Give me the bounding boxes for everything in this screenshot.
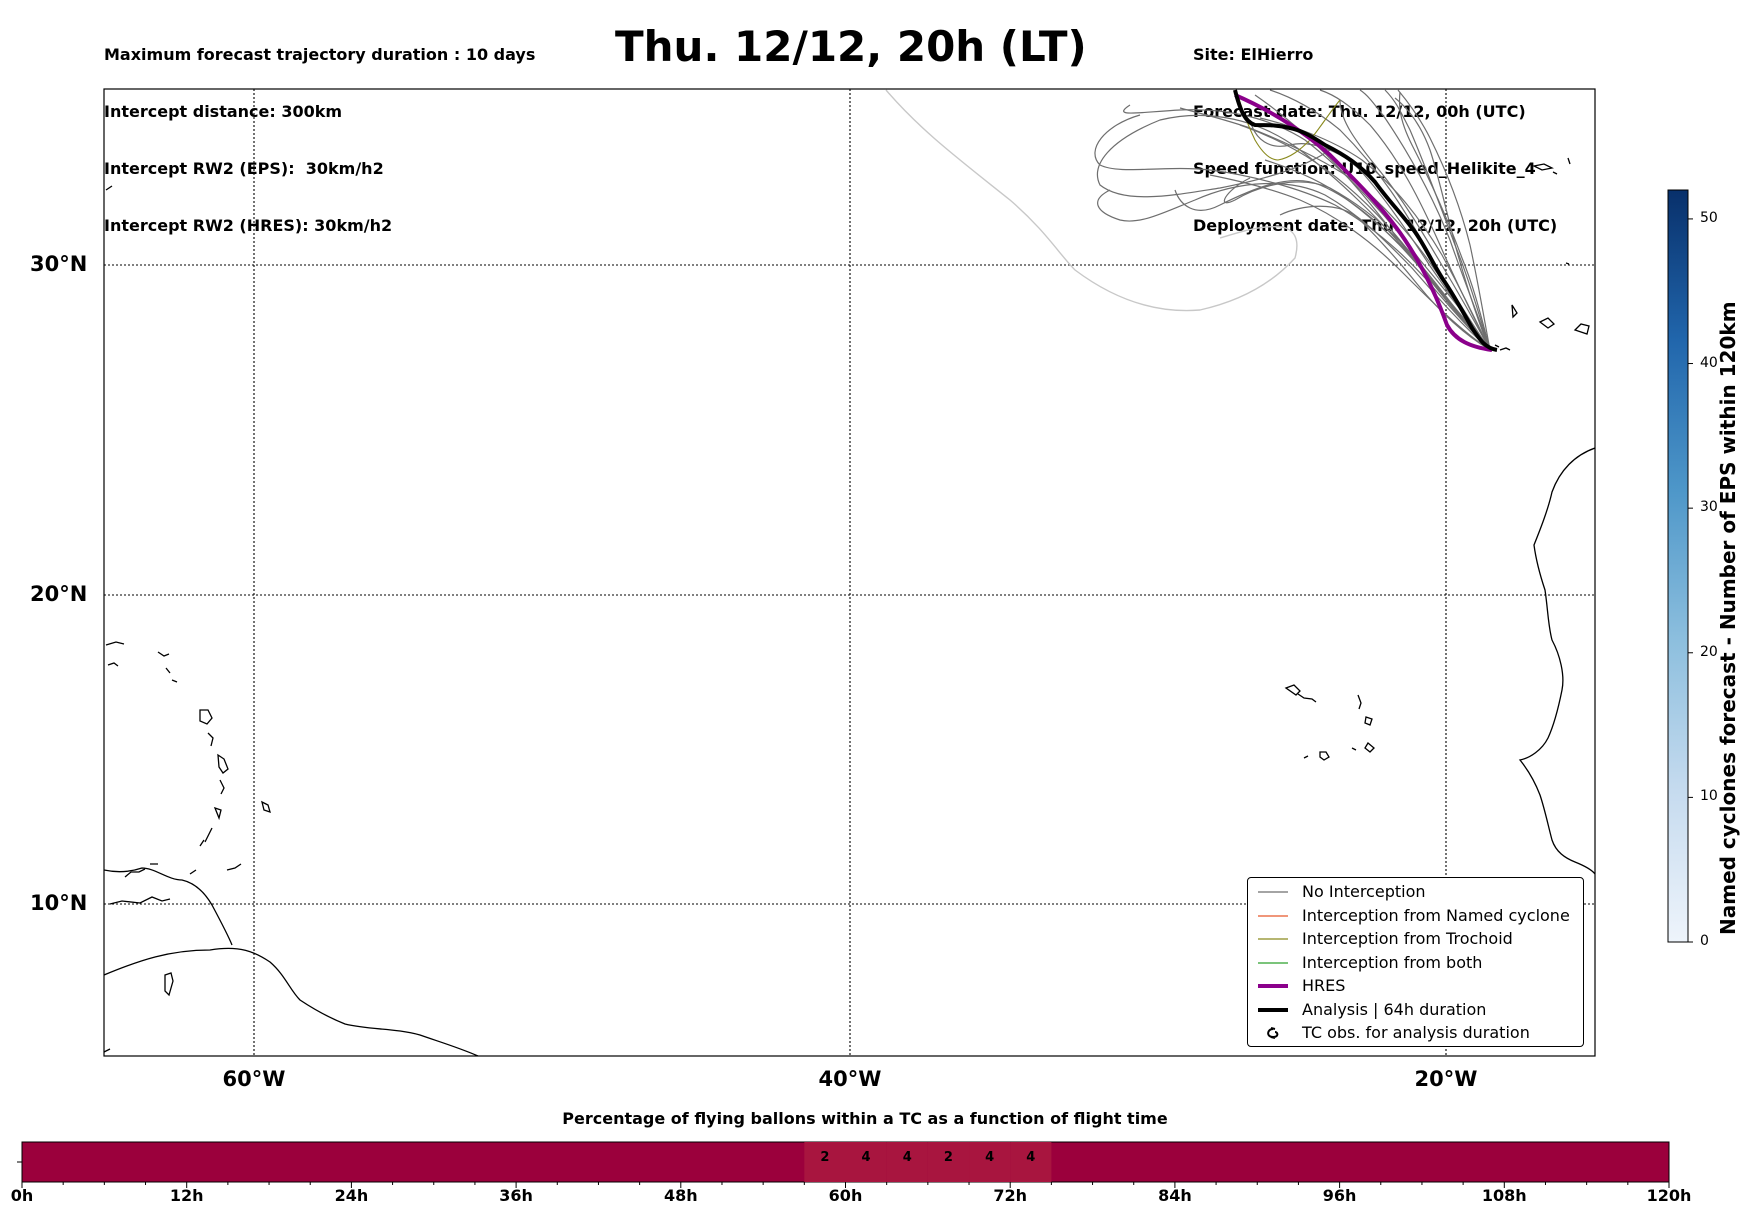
header-left-info: Maximum forecast trajectory duration : 1… <box>104 7 535 254</box>
timeline-tick-label: 12h <box>169 1186 204 1205</box>
legend-item-tc-obs: TC obs. for analysis duration <box>1254 1021 1530 1044</box>
timeline-tick-label: 120h <box>1646 1186 1692 1205</box>
timeline-tick-label: 108h <box>1481 1186 1527 1205</box>
lon-label-40w: 40°W <box>818 1067 882 1091</box>
info-line: Speed function: U10_speed_Helikite_4 <box>1193 159 1536 178</box>
info-line: Intercept RW2 (HRES): 30km/h2 <box>104 216 393 235</box>
map-legend: No Interception Interception from Named … <box>1247 877 1584 1047</box>
timeline-cell-value: 4 <box>861 1150 871 1165</box>
colorbar-tick-label: 20 <box>1700 643 1718 660</box>
timeline-cell-value: 4 <box>985 1150 995 1165</box>
legend-item-hres: HRES <box>1254 974 1345 997</box>
timeline-tick-label: 0h <box>10 1186 34 1205</box>
colorbar-label: Named cyclones forecast - Number of EPS … <box>1716 301 1740 935</box>
colorbar-tick-label: 0 <box>1700 933 1709 949</box>
legend-label: Interception from both <box>1302 952 1483 972</box>
legend-item-both: Interception from both <box>1254 951 1482 974</box>
timeline-tick-label: 84h <box>1158 1186 1192 1205</box>
colorbar-tick-label: 10 <box>1700 788 1718 805</box>
legend-label: HRES <box>1302 976 1346 995</box>
timeline-tick-label: 60h <box>828 1186 863 1205</box>
timeline-tick-label: 48h <box>663 1186 698 1205</box>
info-line: Maximum forecast trajectory duration : 1… <box>104 45 536 64</box>
timeline-title: Percentage of flying ballons within a TC… <box>562 1109 1168 1128</box>
legend-label: TC obs. for analysis duration <box>1302 1023 1530 1042</box>
info-line: Site: ElHierro <box>1193 45 1314 64</box>
legend-label: No Interception <box>1302 882 1426 901</box>
timeline-tick-label: 24h <box>334 1186 369 1205</box>
timeline-cell <box>845 1142 887 1182</box>
map-area <box>104 89 1595 1056</box>
lon-label-60w: 60°W <box>222 1067 286 1091</box>
timeline-cell <box>886 1142 928 1182</box>
colorbar <box>1667 189 1693 943</box>
legend-label: Analysis | 64h duration <box>1302 999 1487 1019</box>
timeline-cell-value: 4 <box>1026 1150 1036 1165</box>
timeline-cell-value: 2 <box>820 1150 830 1165</box>
lon-label-20w: 20°W <box>1414 1067 1478 1091</box>
timeline-cell <box>969 1142 1011 1182</box>
lat-label-20n: 20°N <box>30 582 88 606</box>
colorbar-tick-label: 40 <box>1700 354 1718 371</box>
timeline-cell-value: 2 <box>943 1150 953 1165</box>
coastlines <box>104 157 1595 1056</box>
timeline-bar <box>17 1141 1670 1188</box>
info-line: Intercept RW2 (EPS): 30km/h2 <box>104 159 384 178</box>
lat-label-30n: 30°N <box>30 252 88 276</box>
timeline-tick-label: 36h <box>499 1186 533 1205</box>
legend-label: Interception from Trochoid <box>1302 929 1513 948</box>
colorbar-tick-label: 50 <box>1700 209 1718 226</box>
legend-item-no-interception: No Interception <box>1254 880 1426 903</box>
timeline-cell <box>1010 1142 1052 1182</box>
map-title: Thu. 12/12, 20h (LT) <box>615 22 1087 71</box>
analysis-trajectory <box>1233 89 1498 352</box>
legend-item-trochoid: Interception from Trochoid <box>1254 927 1513 950</box>
timeline-cell <box>927 1142 970 1182</box>
map-frame <box>103 88 1596 1057</box>
info-line: Intercept distance: 300km <box>104 102 343 121</box>
legend-label: Interception from Named cyclone <box>1302 905 1570 925</box>
timeline-tick-label: 72h <box>993 1186 1028 1205</box>
legend-item-analysis: Analysis | 64h duration <box>1254 998 1486 1021</box>
colorbar-tick-label: 30 <box>1700 499 1718 516</box>
legend-item-named-cyclone: Interception from Named cyclone <box>1254 904 1570 927</box>
trochoid-trajectory <box>1237 94 1341 161</box>
header-right-info: Site: ElHierro Forecast date: Thu. 12/12… <box>1193 7 1557 254</box>
timeline-tick-label: 96h <box>1322 1186 1357 1205</box>
faded-trajectory <box>885 89 1298 312</box>
timeline-cell-value: 4 <box>902 1150 912 1165</box>
cyclone-icon <box>1267 1027 1279 1039</box>
timeline-cell <box>804 1142 846 1182</box>
lat-label-10n: 10°N <box>30 891 88 915</box>
